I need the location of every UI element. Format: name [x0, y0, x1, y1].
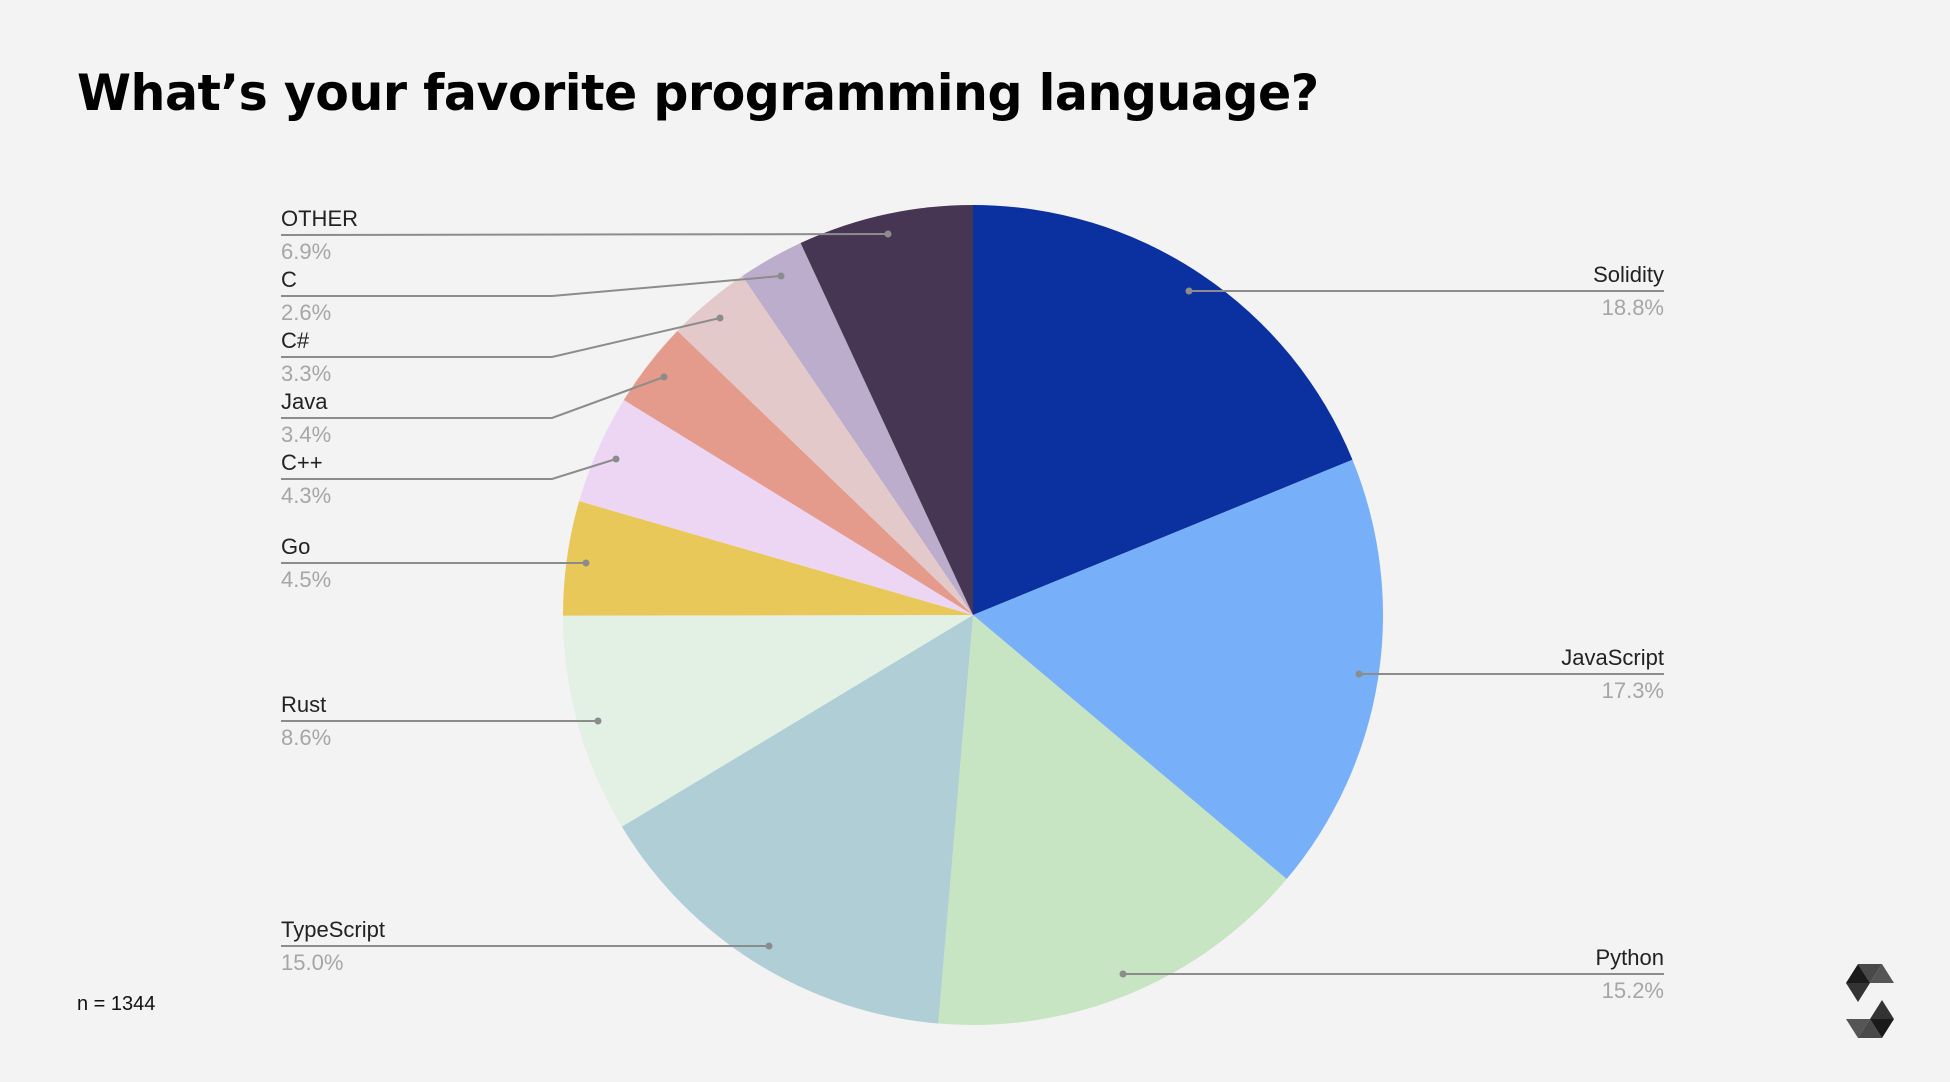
leader-line-java: [281, 376, 665, 419]
label-solidity: Solidity: [1593, 262, 1664, 287]
pie-slice-java: [623, 330, 973, 615]
leader-line-csharp: [281, 317, 721, 358]
pie-slice-typescript: [621, 615, 973, 1024]
percent-rust: 8.6%: [281, 725, 331, 750]
percent-cpp: 4.3%: [281, 483, 331, 508]
pie-slice-other: [800, 205, 973, 615]
label-rust: Rust: [281, 692, 326, 717]
percent-typescript: 15.0%: [281, 950, 343, 975]
pie-slice-python: [938, 615, 1287, 1025]
solidity-logo-icon: [1846, 964, 1894, 1038]
label-other: OTHER: [281, 206, 358, 231]
pie-slice-rust: [563, 615, 973, 827]
label-c: C: [281, 267, 297, 292]
pie-slice-go: [562, 501, 973, 616]
leader-line-c: [281, 275, 782, 297]
chart-title: What’s your favorite programming languag…: [77, 64, 1319, 122]
percent-solidity: 18.8%: [1602, 295, 1664, 320]
pie-slice-cpp: [579, 400, 973, 615]
percent-javascript: 17.3%: [1602, 678, 1664, 703]
leader-lines: [280, 233, 1664, 975]
percent-go: 4.5%: [281, 567, 331, 592]
sample-size-label: n = 1344: [77, 993, 156, 1015]
label-javascript: JavaScript: [1561, 645, 1664, 670]
label-typescript: TypeScript: [281, 917, 385, 942]
percent-c: 2.6%: [281, 300, 331, 325]
pie-slice-javascript: [973, 459, 1383, 880]
leader-dots: [582, 230, 1363, 978]
leader-line-other: [280, 233, 889, 236]
percent-python: 15.2%: [1602, 978, 1664, 1003]
label-cpp: C++: [281, 450, 323, 475]
label-csharp: C#: [281, 328, 310, 353]
pie-slice-csharp: [677, 276, 973, 615]
label-java: Java: [281, 389, 328, 414]
pie-slice-solidity: [973, 205, 1353, 615]
label-go: Go: [281, 534, 310, 559]
pie-slice-c: [742, 243, 973, 615]
label-python: Python: [1596, 945, 1665, 970]
pie-slices: [562, 205, 1383, 1025]
percent-other: 6.9%: [281, 239, 331, 264]
percent-csharp: 3.3%: [281, 361, 331, 386]
percent-java: 3.4%: [281, 422, 331, 447]
leader-line-cpp: [281, 458, 617, 480]
